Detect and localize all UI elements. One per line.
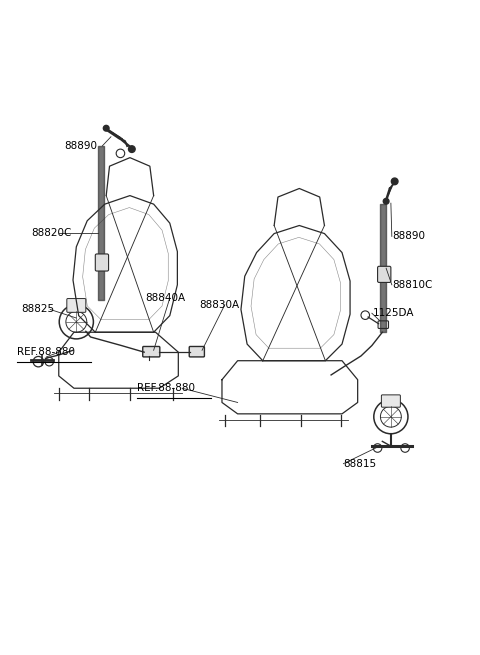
Text: REF.88-880: REF.88-880 — [137, 383, 194, 393]
Text: 88815: 88815 — [343, 458, 376, 469]
Text: 88820C: 88820C — [31, 227, 72, 238]
Text: 1125DA: 1125DA — [373, 309, 414, 318]
Text: 88830A: 88830A — [200, 300, 240, 310]
Text: 88825: 88825 — [21, 305, 54, 314]
FancyBboxPatch shape — [382, 395, 400, 407]
Circle shape — [384, 198, 389, 204]
Text: 88890: 88890 — [64, 141, 97, 151]
Text: 88840A: 88840A — [145, 293, 185, 303]
Circle shape — [391, 178, 398, 185]
FancyBboxPatch shape — [143, 346, 160, 357]
FancyBboxPatch shape — [96, 254, 108, 271]
FancyBboxPatch shape — [189, 346, 204, 357]
FancyBboxPatch shape — [67, 299, 86, 312]
FancyBboxPatch shape — [378, 267, 391, 282]
Circle shape — [103, 125, 109, 131]
Circle shape — [129, 146, 135, 153]
Text: 88890: 88890 — [392, 231, 425, 242]
Text: REF.88-880: REF.88-880 — [17, 347, 75, 357]
Text: 88810C: 88810C — [392, 280, 432, 290]
